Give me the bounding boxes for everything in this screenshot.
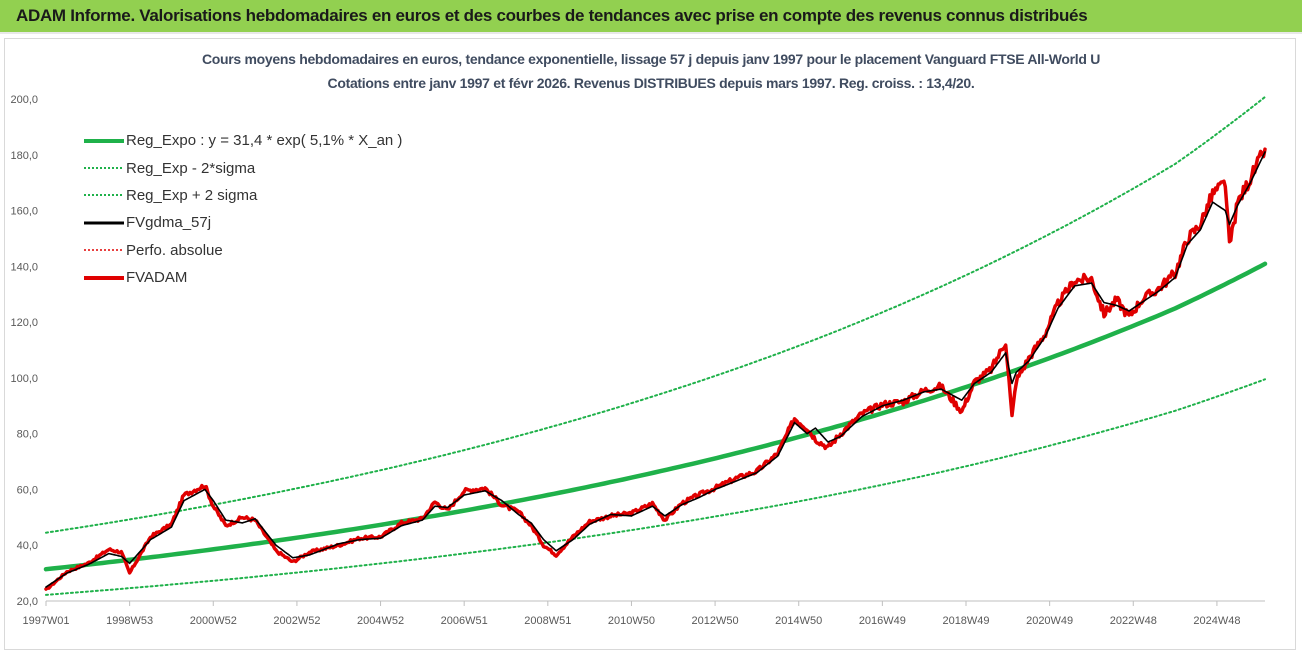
- x-tick-label: 2024W48: [1193, 615, 1240, 627]
- legend-swatch-solid-red: [84, 275, 124, 280]
- legend-label: FVADAM: [126, 269, 188, 287]
- series-reg-expo: [43, 261, 1268, 572]
- x-tick-label: 2018W49: [942, 615, 989, 627]
- x-tick-label: 2020W49: [1026, 615, 1073, 627]
- legend-item-perfo-absolue: Perfo. absolue: [84, 237, 402, 264]
- legend-swatch-dotted-green: [84, 167, 124, 170]
- chart-frame: [4, 38, 1296, 650]
- chart-subtitle: Cotations entre janv 1997 et févr 2026. …: [327, 75, 975, 91]
- chart-axes: 20,0 40,0 60,0 80,0 100,0 120,0 140,0 160,0 180,…: [10, 94, 1265, 627]
- y-tick-label: 200,0: [10, 94, 38, 106]
- y-tick-label: 120,0: [10, 317, 38, 329]
- x-tick-label: 2002W52: [273, 615, 320, 627]
- legend-swatch-dotted-red: [84, 249, 124, 251]
- x-tick-label: 1997W01: [22, 615, 69, 627]
- legend-label: Reg_Expo : y = 31,4 * exp( 5,1% * X_an ): [126, 132, 403, 150]
- x-tick-label: 2014W50: [775, 615, 822, 627]
- series-reg-exp-plus: [45, 96, 1266, 534]
- legend-item-fvgdma: FVgdma_57j: [84, 209, 402, 236]
- legend-item-fvadam: FVADAM: [84, 264, 402, 291]
- chart-legend: Reg_Expo : y = 31,4 * exp( 5,1% * X_an )…: [84, 127, 402, 291]
- x-tick-label: 2004W52: [357, 615, 404, 627]
- report-title: ADAM Informe. Valorisations hebdomadaire…: [16, 6, 1088, 25]
- legend-swatch-solid-black: [84, 221, 124, 225]
- legend-label: Perfo. absolue: [126, 241, 223, 259]
- legend-label: Reg_Exp - 2*sigma: [126, 159, 256, 177]
- y-tick-label: 140,0: [10, 261, 38, 273]
- legend-swatch-dotted-green: [84, 194, 124, 197]
- y-tick-label: 80,0: [17, 429, 38, 441]
- y-tick-label: 20,0: [17, 596, 38, 608]
- y-tick-label: 40,0: [17, 540, 38, 552]
- x-tick-label: 1998W53: [106, 615, 153, 627]
- y-tick-label: 160,0: [10, 206, 38, 218]
- x-tick-label: 2008W51: [524, 615, 571, 627]
- chart-series: [43, 96, 1268, 596]
- legend-item-reg-exp-minus: Reg_Exp - 2*sigma: [84, 154, 402, 181]
- y-tick-label: 100,0: [10, 373, 38, 385]
- legend-label: FVgdma_57j: [126, 214, 212, 232]
- y-tick-label: 180,0: [10, 150, 38, 162]
- legend-item-reg-exp-plus: Reg_Exp + 2 sigma: [84, 182, 402, 209]
- y-tick-label: 60,0: [17, 484, 38, 496]
- report-banner: ADAM Informe. Valorisations hebdomadaire…: [0, 0, 1302, 34]
- x-tick-label: 2022W48: [1110, 615, 1157, 627]
- legend-label: Reg_Exp + 2 sigma: [126, 186, 258, 204]
- x-tick-label: 2016W49: [859, 615, 906, 627]
- chart-title: Cours moyens hebdomadaires en euros, ten…: [201, 51, 1101, 67]
- series-fvgdma-57j: [45, 151, 1266, 588]
- x-tick-label: 2012W50: [692, 615, 739, 627]
- x-tick-label: 2006W51: [441, 615, 488, 627]
- legend-item-reg-expo: Reg_Expo : y = 31,4 * exp( 5,1% * X_an ): [84, 127, 402, 154]
- x-tick-label: 2010W50: [608, 615, 655, 627]
- x-tick-label: 2000W52: [190, 615, 237, 627]
- series-reg-exp-minus: [45, 378, 1266, 596]
- legend-swatch-solid-green: [84, 138, 124, 143]
